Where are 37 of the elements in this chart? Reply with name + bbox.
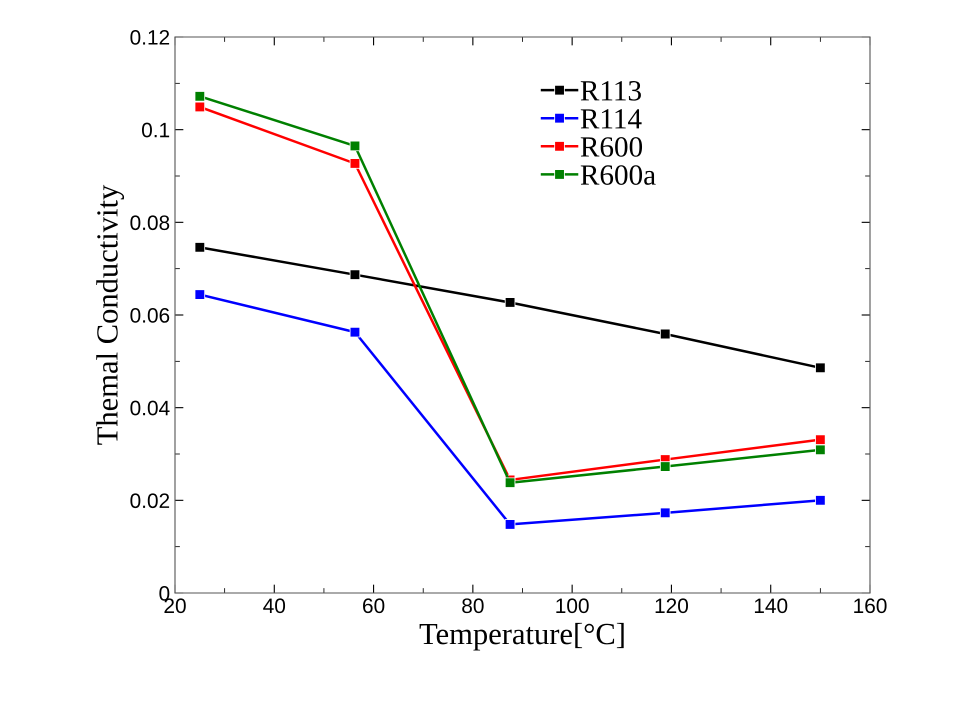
point bbox=[350, 326, 360, 338]
y-tick-label: 0.02 bbox=[130, 493, 170, 508]
point bbox=[504, 519, 516, 530]
x-tick-label: 100 bbox=[556, 598, 589, 614]
legend-label: R600a bbox=[580, 165, 656, 185]
point bbox=[504, 297, 516, 308]
point bbox=[350, 140, 360, 152]
point bbox=[350, 158, 360, 169]
x-tick-label: 140 bbox=[754, 598, 788, 614]
legend-label: R113 bbox=[580, 81, 641, 101]
y-tick-label: 0.06 bbox=[130, 308, 170, 323]
x-tick-label: 40 bbox=[263, 598, 286, 614]
point bbox=[660, 508, 671, 518]
x-tick-label: 80 bbox=[462, 598, 484, 614]
point bbox=[815, 495, 826, 506]
x-tick-label: 60 bbox=[363, 598, 384, 614]
legend-label: R114 bbox=[580, 109, 642, 128]
legend-label: R600 bbox=[580, 137, 642, 157]
y-tick-label: 0.12 bbox=[130, 30, 170, 45]
point bbox=[350, 269, 360, 280]
point bbox=[194, 242, 206, 253]
y-tick-label: 0.04 bbox=[130, 400, 170, 416]
point bbox=[504, 477, 516, 488]
x-tick-label: 160 bbox=[854, 598, 887, 614]
x-tick-label: 120 bbox=[656, 598, 688, 614]
y-tick-label: 0.1 bbox=[142, 122, 170, 138]
y-tick-label: 0.08 bbox=[130, 215, 170, 230]
point bbox=[194, 91, 206, 102]
x-axis-title: Temperature[°C] bbox=[420, 622, 624, 651]
y-axis-title: Themal Conductivity bbox=[96, 184, 124, 445]
point bbox=[194, 102, 206, 112]
point bbox=[815, 362, 826, 374]
point bbox=[815, 444, 826, 456]
point bbox=[660, 461, 671, 472]
point bbox=[660, 328, 671, 340]
point bbox=[194, 289, 206, 300]
point bbox=[815, 434, 826, 445]
